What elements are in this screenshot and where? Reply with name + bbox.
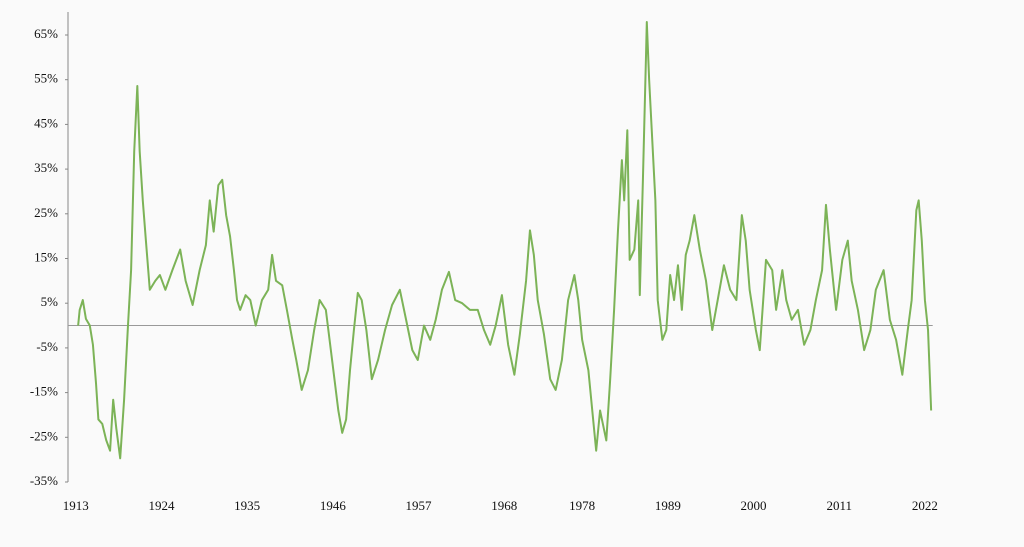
y-tick-label: 35% — [34, 160, 58, 175]
y-tick-label: 15% — [34, 249, 58, 264]
x-tick-label: 1978 — [569, 498, 595, 513]
x-tick-label: 2000 — [741, 498, 767, 513]
y-tick-label: 55% — [34, 71, 58, 86]
y-tick-label: -15% — [30, 384, 58, 399]
y-tick-label: -35% — [30, 473, 58, 488]
data-line — [77, 21, 933, 460]
x-tick-label: 2011 — [826, 498, 852, 513]
x-tick-label: 1924 — [148, 498, 175, 513]
y-tick-label: 45% — [34, 115, 58, 130]
x-tick-label: 1935 — [234, 498, 260, 513]
y-tick-label: 65% — [34, 26, 58, 41]
x-tick-label: 1913 — [63, 498, 89, 513]
x-tick-label: 1957 — [406, 498, 433, 513]
x-tick-label: 1946 — [320, 498, 347, 513]
x-tick-label: 1989 — [655, 498, 681, 513]
y-tick-label: 25% — [34, 205, 58, 220]
x-tick-label: 2022 — [912, 498, 938, 513]
y-tick-label: 5% — [41, 294, 59, 309]
y-tick-label: -25% — [30, 428, 58, 443]
y-tick-label: -5% — [36, 339, 58, 354]
x-tick-label: 1968 — [491, 498, 517, 513]
